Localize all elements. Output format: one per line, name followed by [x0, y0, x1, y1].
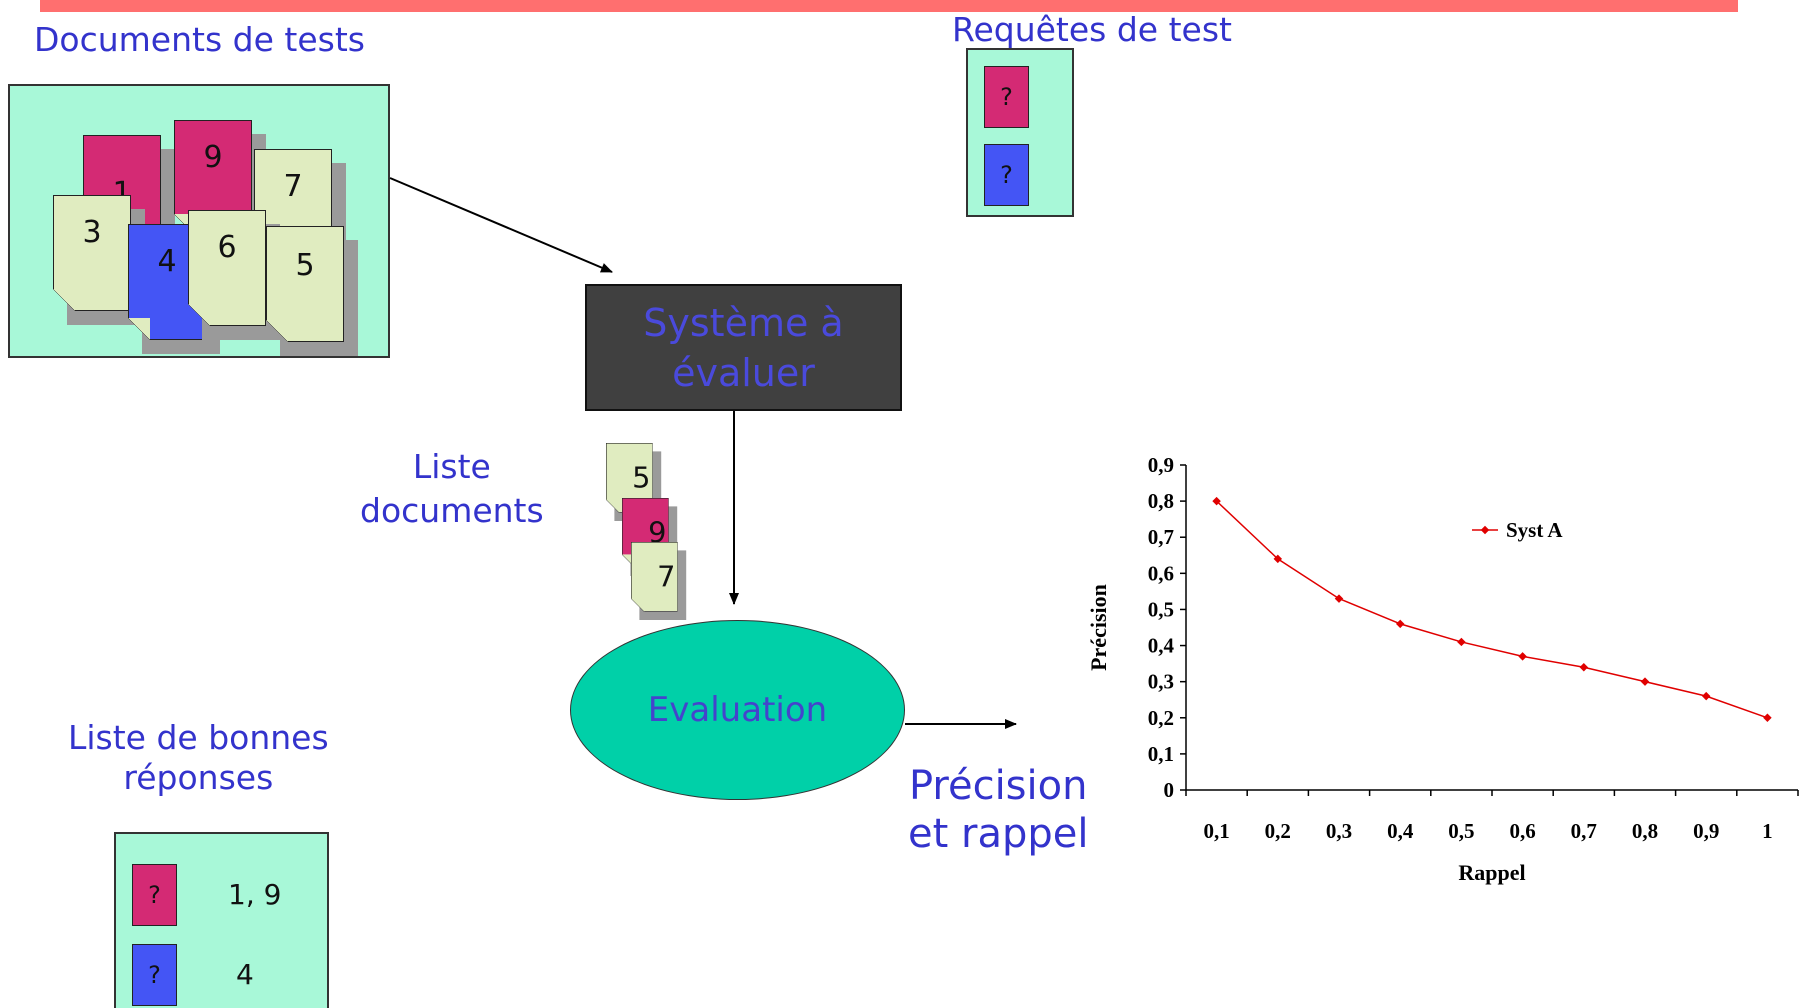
series-line [1216, 500, 1768, 719]
y-tick-label: 0,9 [1148, 453, 1174, 477]
x-tick-label: 0,2 [1265, 819, 1291, 843]
y-axis-label: Précision [1086, 584, 1111, 671]
x-tick-label: 0,4 [1387, 819, 1414, 843]
y-tick-label: 0,5 [1148, 597, 1174, 621]
documents-tests-label: Documents de tests [34, 20, 365, 59]
test-documents-panel: 1 9 7 3 4 6 5 [8, 84, 390, 358]
y-tick-label: 0,2 [1148, 706, 1174, 730]
x-tick-label: 1 [1762, 819, 1773, 843]
x-tick-label: 0,9 [1693, 819, 1719, 843]
data-point [1518, 652, 1527, 661]
system-box: Système à évaluer [585, 284, 902, 411]
data-point [1701, 691, 1711, 701]
good-answers-panel: ? 1, 9 ? 4 [114, 832, 329, 1008]
data-point [1334, 594, 1344, 603]
answer-query-box: ? [132, 944, 177, 1006]
y-tick-label: 0 [1164, 778, 1175, 802]
precision-rappel-label: Précision et rappel [908, 763, 1089, 857]
x-tick-label: 0,3 [1326, 819, 1352, 843]
system-label: Système à évaluer [643, 300, 844, 395]
data-point [1457, 637, 1466, 647]
x-tick-label: 0,5 [1448, 819, 1474, 843]
y-tick-label: 0,3 [1148, 670, 1174, 694]
liste-documents-label: Liste documents [360, 447, 544, 530]
y-tick-label: 0,6 [1148, 561, 1174, 585]
legend-label: Syst A [1506, 518, 1563, 542]
x-tick-label: 0,7 [1571, 819, 1597, 843]
data-point [1395, 619, 1405, 629]
y-tick-label: 0,8 [1148, 489, 1174, 513]
y-tick-label: 0,4 [1148, 634, 1175, 658]
data-point [1579, 662, 1589, 672]
data-point [1763, 713, 1772, 723]
query-box: ? [984, 144, 1029, 206]
data-point [1273, 554, 1283, 564]
x-tick-label: 0,1 [1203, 819, 1229, 843]
answer-docs: 1, 9 [228, 878, 282, 911]
legend-marker [1480, 525, 1490, 535]
x-tick-label: 0,8 [1632, 819, 1658, 843]
answer-query-box: ? [132, 864, 177, 926]
liste-bonnes-reponses-label: Liste de bonnes réponses [68, 718, 329, 797]
requetes-test-label: Requêtes de test [952, 10, 1232, 49]
query-box: ? [984, 66, 1029, 128]
header-bar [40, 0, 1738, 12]
y-tick-label: 0,1 [1148, 742, 1174, 766]
x-tick-label: 0,6 [1509, 819, 1535, 843]
answer-docs: 4 [236, 958, 254, 991]
test-queries-panel: ? ? [966, 48, 1074, 217]
y-tick-label: 0,7 [1148, 525, 1174, 549]
arrow-documents-to-system [389, 177, 613, 273]
evaluation-label: Evaluation [647, 690, 828, 730]
data-point [1212, 496, 1221, 506]
evaluation-ellipse: Evaluation [570, 620, 905, 800]
data-point [1640, 677, 1650, 686]
x-axis-label: Rappel [1458, 860, 1525, 885]
